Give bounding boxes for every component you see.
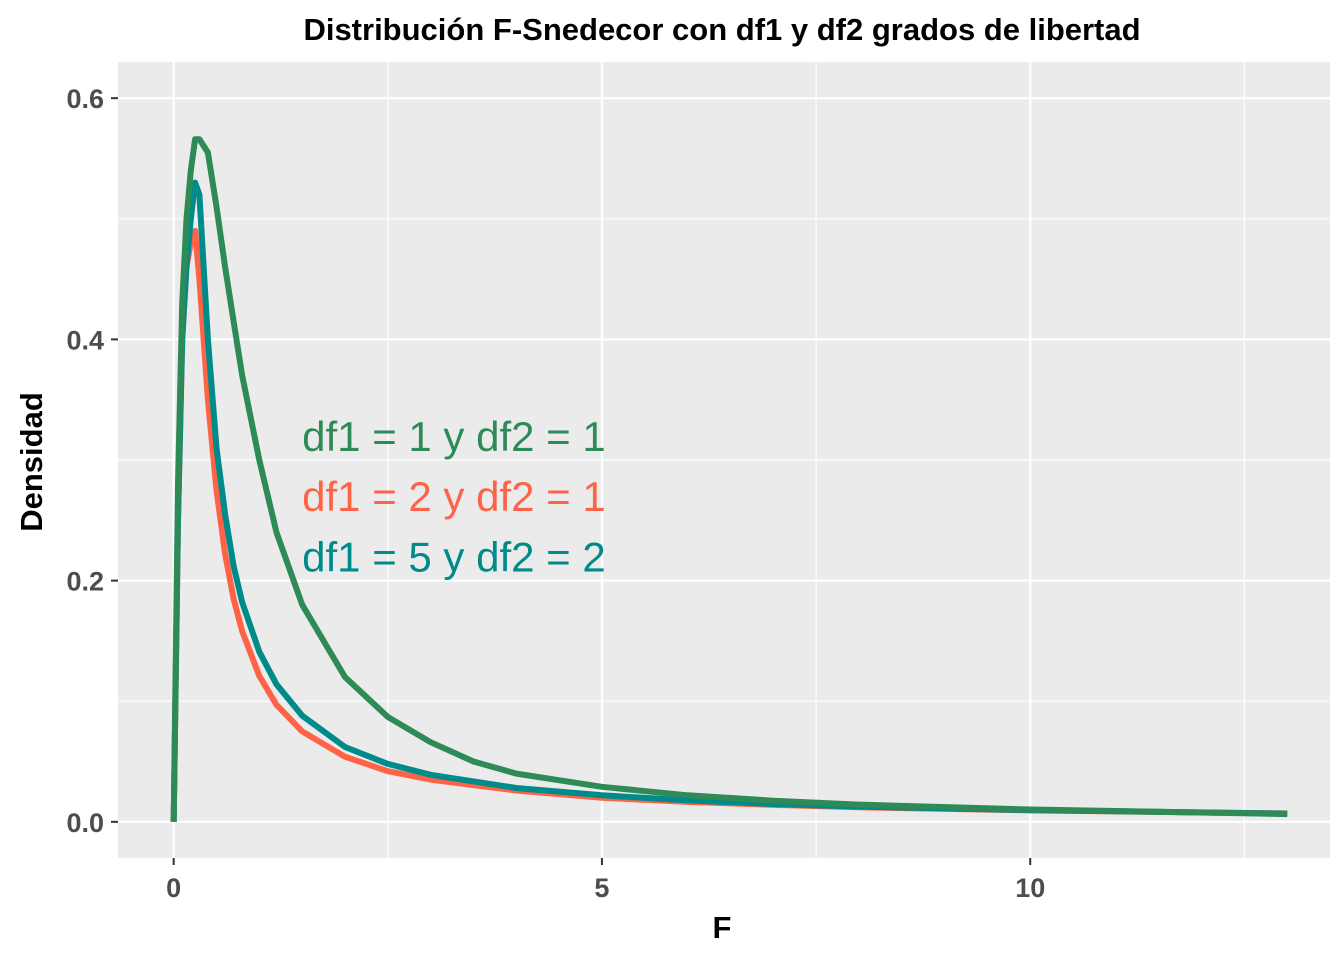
y-axis: 0.0 0.2 0.4 0.6	[66, 84, 118, 838]
x-tick-label: 0	[166, 873, 181, 903]
annotation-label-3: df1 = 5 y df2 = 2	[302, 533, 606, 580]
series-line-3	[170, 136, 1288, 822]
annotations: df1 = 1 y df2 = 1 df1 = 2 y df2 = 1 df1 = …	[302, 413, 606, 581]
x-tick-label: 5	[594, 873, 609, 903]
series-lines	[170, 136, 1288, 822]
y-axis-title: Densidad	[14, 392, 49, 532]
x-axis-title: F	[713, 910, 732, 945]
y-tick-label: 0.2	[66, 567, 104, 597]
y-tick-label: 0.6	[66, 84, 104, 114]
annotation-label-2: df1 = 2 y df2 = 1	[302, 473, 606, 520]
x-axis: 0 5 10	[166, 858, 1045, 903]
y-tick-label: 0.4	[66, 325, 104, 355]
annotation-label-1: df1 = 1 y df2 = 1	[302, 413, 606, 460]
minor-gridlines	[118, 62, 1330, 858]
y-tick-label: 0.0	[66, 808, 104, 838]
chart-title: Distribución F-Snedecor con df1 y df2 gr…	[303, 12, 1140, 47]
series-line-2	[170, 179, 1288, 822]
x-tick-label: 10	[1015, 873, 1045, 903]
